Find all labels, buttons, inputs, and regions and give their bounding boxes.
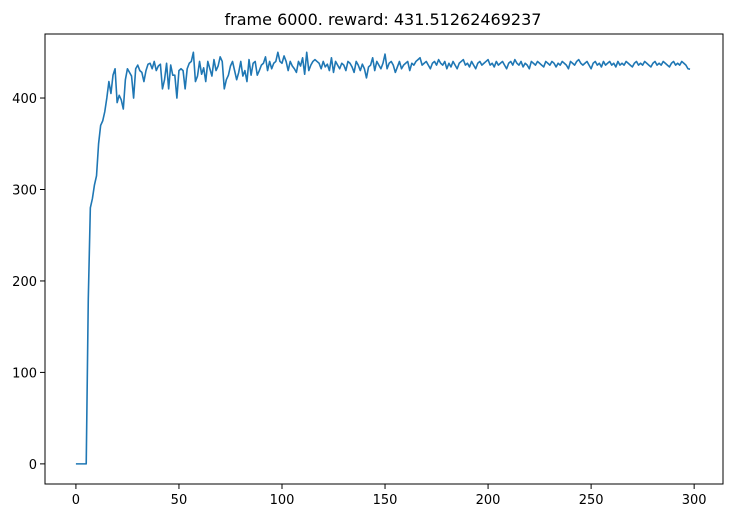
chart-title: frame 6000. reward: 431.51262469237 [225,10,542,29]
axes-frame [44,33,724,485]
axis-ticks: 0 50 100 150 200 250 300 0 100 200 300 400 [12,92,706,508]
x-tick-label: 300 [682,493,707,508]
x-tick-label: 150 [373,493,398,508]
x-tick-label: 100 [270,493,295,508]
y-tick-label: 400 [12,92,37,107]
x-tick-label: 200 [476,493,501,508]
x-tick-label: 50 [171,493,188,508]
series-layer [75,51,691,465]
y-tick-label: 200 [12,275,37,290]
x-tick-label: 0 [72,493,80,508]
reward-series-line [75,51,691,465]
x-tick-label: 250 [579,493,604,508]
y-tick-label: 300 [12,183,37,198]
y-tick-label: 100 [12,366,37,381]
y-tick-label: 0 [29,458,37,473]
